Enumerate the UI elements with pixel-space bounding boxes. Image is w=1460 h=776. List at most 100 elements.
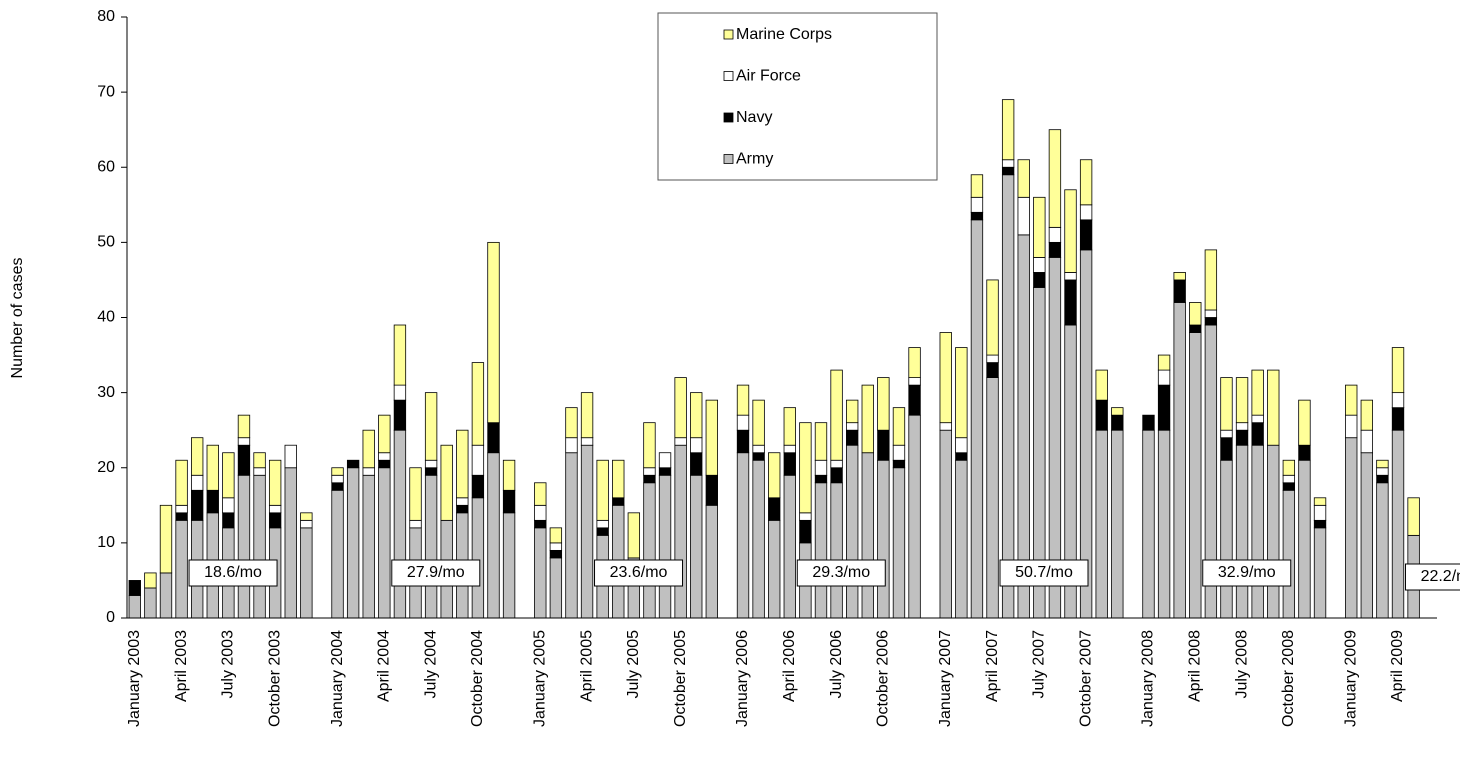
bar-segment xyxy=(1313,527,1327,619)
x-tick-label: January 2005 xyxy=(531,630,548,727)
bar-segment xyxy=(1298,444,1311,461)
bar-segment xyxy=(955,459,968,619)
bar-segment xyxy=(1298,459,1311,619)
annotation-box xyxy=(796,559,886,587)
bar-segment xyxy=(1267,444,1280,619)
bar-segment xyxy=(1204,309,1218,318)
x-tick-label: October 2004 xyxy=(469,630,486,727)
bar-segment xyxy=(580,437,594,446)
bar-segment xyxy=(1157,369,1171,386)
x-tick-label: July 2006 xyxy=(828,630,845,699)
bar-segment xyxy=(1189,332,1202,619)
bar-segment xyxy=(1079,219,1093,251)
bar-segment xyxy=(440,444,453,521)
bar-segment xyxy=(1251,444,1264,619)
x-tick-label: October 2003 xyxy=(266,630,283,727)
bar-segment xyxy=(939,429,952,619)
bar-segment xyxy=(268,504,282,514)
bar-segment xyxy=(1220,429,1233,439)
bar-segment xyxy=(549,527,563,544)
bar-segment xyxy=(549,557,563,619)
x-tick-label: July 2008 xyxy=(1233,630,1250,699)
bar-segment xyxy=(222,497,235,514)
bar-segment xyxy=(378,459,391,469)
bar-segment xyxy=(471,474,485,499)
bar-segment xyxy=(222,512,235,529)
bar-segment xyxy=(175,459,188,506)
bar-segment xyxy=(1001,99,1015,161)
bar-segment xyxy=(1407,497,1420,536)
bar-segment xyxy=(1360,399,1373,431)
bar-segment xyxy=(1033,196,1046,258)
bar-segment xyxy=(487,452,500,619)
bar-segment xyxy=(1157,384,1171,431)
legend-swatch xyxy=(723,154,734,164)
x-tick-label: October 2007 xyxy=(1077,630,1094,727)
bar-segment xyxy=(877,429,890,461)
bar-segment xyxy=(1095,429,1108,619)
bar-segment xyxy=(471,362,485,446)
annotation-box xyxy=(1202,559,1292,587)
bar-segment xyxy=(705,474,718,506)
bar-segment xyxy=(814,422,828,461)
bar-segment xyxy=(1360,429,1373,454)
bar-segment xyxy=(565,452,578,619)
bar-segment xyxy=(799,519,812,544)
bar-segment xyxy=(612,497,625,506)
bar-segment xyxy=(253,474,266,619)
bar-segment xyxy=(690,452,703,476)
bar-segment xyxy=(378,467,391,619)
bar-segment xyxy=(1173,272,1186,281)
bar-segment xyxy=(1391,347,1405,394)
bar-segment xyxy=(1001,166,1015,176)
bar-segment xyxy=(1345,384,1358,416)
x-tick-label: April 2009 xyxy=(1389,630,1406,702)
bar-segment xyxy=(456,429,469,499)
annotation: 23.6/mo xyxy=(610,564,668,581)
bar-segment xyxy=(1282,489,1296,619)
bar-segment xyxy=(1220,377,1233,431)
bar-segment xyxy=(1048,241,1062,258)
bar-segment xyxy=(1391,429,1405,619)
bar-segment xyxy=(861,452,874,619)
bar-segment xyxy=(736,414,750,431)
legend-label: Navy xyxy=(736,109,772,126)
bar-segment xyxy=(908,414,921,619)
bar-segment xyxy=(1157,354,1171,371)
annotation: 50.7/mo xyxy=(1015,564,1073,581)
bar-segment xyxy=(534,527,547,619)
bar-segment xyxy=(846,444,859,619)
bar-segment xyxy=(346,467,360,619)
bar-segment xyxy=(596,527,609,536)
bar-segment xyxy=(768,452,781,499)
bar-segment xyxy=(1360,452,1373,619)
x-tick-label: April 2003 xyxy=(173,630,190,702)
bar-segment xyxy=(502,489,516,514)
bar-segment xyxy=(253,452,266,469)
bar-segment xyxy=(1251,414,1264,424)
bar-segment xyxy=(690,474,703,619)
bar-segment xyxy=(502,459,516,491)
bar-segment xyxy=(1220,459,1233,619)
x-tick-label: April 2008 xyxy=(1186,630,1203,702)
bar-segment xyxy=(799,512,812,521)
bar-segment xyxy=(1064,279,1077,326)
bar-segment xyxy=(783,407,796,446)
bar-segment xyxy=(1251,422,1264,446)
bar-segment xyxy=(378,452,391,461)
y-tick-label: 30 xyxy=(97,384,115,401)
bar-segment xyxy=(908,384,921,416)
bar-segment xyxy=(331,474,344,484)
x-tick-label: April 2007 xyxy=(984,630,1001,702)
bar-segment xyxy=(986,354,999,363)
bar-segment xyxy=(939,422,952,431)
bar-segment xyxy=(393,384,407,401)
bar-segment xyxy=(175,512,188,521)
bar-segment xyxy=(159,572,173,619)
bar-segment xyxy=(814,474,828,484)
bar-segment xyxy=(830,482,843,619)
bar-segment xyxy=(1064,189,1077,273)
bar-segment xyxy=(846,422,859,431)
y-tick-label: 80 xyxy=(97,8,115,25)
bar-segment xyxy=(424,474,438,619)
